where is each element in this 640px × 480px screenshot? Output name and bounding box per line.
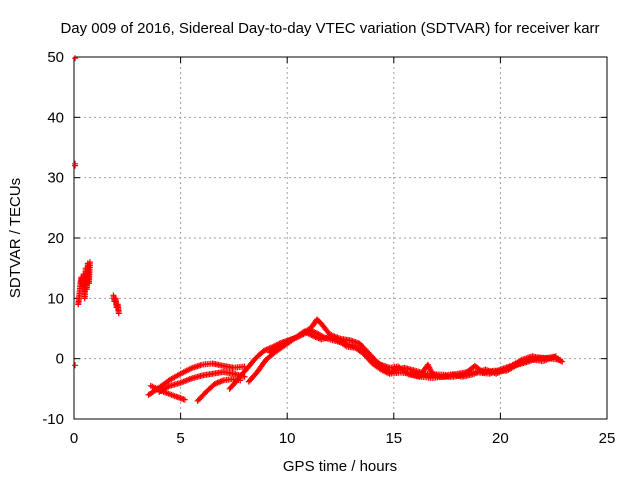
data-point bbox=[557, 356, 564, 363]
y-tick-label: 20 bbox=[47, 230, 64, 247]
tick-labels: 0 5 10 15 20 25 -10 0 10 20 30 40 50 bbox=[42, 49, 615, 447]
axis-ticks bbox=[73, 56, 608, 420]
data-point bbox=[86, 259, 93, 266]
y-tick-label: 40 bbox=[47, 109, 64, 126]
x-axis-label: GPS time / hours bbox=[283, 458, 397, 475]
y-tick-label: 0 bbox=[56, 351, 64, 368]
chart-title: Day 009 of 2016, Sidereal Day-to-day VTE… bbox=[60, 20, 599, 37]
y-tick-label: 50 bbox=[47, 49, 64, 66]
x-tick-label: 15 bbox=[385, 430, 402, 447]
y-tick-label: 10 bbox=[47, 290, 64, 307]
y-axis-label: SDTVAR / TECUs bbox=[7, 178, 24, 298]
data-point bbox=[552, 353, 559, 360]
y-tick-label: -10 bbox=[42, 411, 64, 428]
x-tick-label: 10 bbox=[279, 430, 296, 447]
x-tick-label: 25 bbox=[599, 430, 616, 447]
grid-lines bbox=[74, 57, 607, 419]
x-tick-label: 0 bbox=[70, 430, 78, 447]
y-tick-label: 30 bbox=[47, 170, 64, 187]
data-points bbox=[72, 55, 566, 404]
data-point bbox=[72, 162, 79, 169]
x-tick-label: 20 bbox=[492, 430, 509, 447]
x-tick-label: 5 bbox=[176, 430, 184, 447]
data-point bbox=[72, 362, 79, 369]
data-point bbox=[181, 396, 188, 403]
data-point bbox=[72, 55, 79, 62]
data-point bbox=[115, 310, 122, 317]
